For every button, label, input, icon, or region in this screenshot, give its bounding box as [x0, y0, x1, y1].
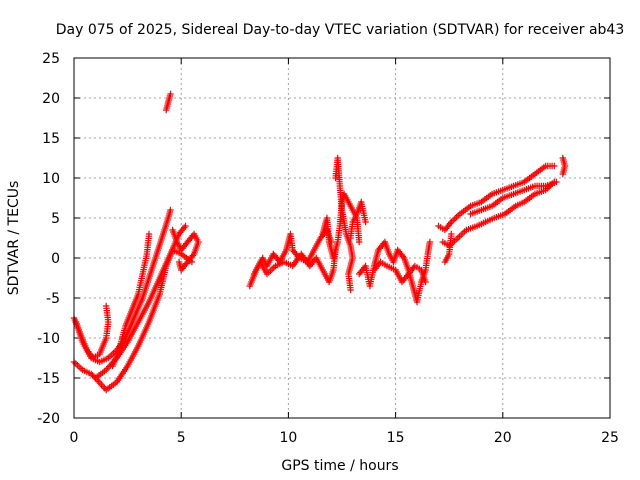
data-point [356, 238, 363, 246]
grid-lines [74, 58, 610, 418]
data-point [347, 286, 354, 294]
y-tick-label: 15 [42, 131, 60, 147]
data-point [167, 90, 174, 98]
data-point [551, 162, 558, 170]
data-point [182, 222, 189, 230]
y-tick-label: -20 [37, 411, 60, 427]
y-tick-label: -10 [37, 331, 60, 347]
y-tick-label: 10 [42, 171, 60, 187]
x-tick-label: 15 [387, 430, 405, 446]
x-tick-labels: 0 5 10 15 20 25 [70, 430, 619, 446]
data-point [553, 178, 560, 186]
y-tick-label: 25 [42, 51, 60, 67]
data-point [167, 206, 174, 214]
data-point [559, 154, 566, 162]
data-point [448, 230, 455, 238]
x-tick-label: 25 [601, 430, 619, 446]
plot-frame [73, 57, 611, 419]
chart-title: Day 075 of 2025, Sidereal Day-to-day VTE… [56, 22, 625, 38]
y-axis-label: SDTVAR / TECUs [6, 181, 22, 296]
x-tick-label: 0 [70, 430, 79, 446]
data-point [422, 278, 429, 286]
x-tick-label: 20 [494, 430, 512, 446]
y-tick-label: -5 [46, 291, 60, 307]
y-tick-label: 5 [51, 211, 60, 227]
data-point [426, 238, 434, 246]
x-tick-label: 5 [177, 430, 186, 446]
data-point [145, 230, 153, 238]
axis-ticks [73, 57, 611, 419]
data-points [70, 90, 569, 394]
y-tick-label: -15 [37, 371, 60, 387]
y-tick-label: 0 [51, 251, 60, 267]
data-point [175, 258, 183, 266]
data-point [362, 218, 369, 226]
data-point [103, 302, 110, 310]
y-tick-label: 20 [42, 91, 60, 107]
x-tick-label: 10 [279, 430, 297, 446]
y-tick-labels: -20 -15 -10 -5 0 5 10 15 20 25 [37, 51, 60, 427]
x-axis-label: GPS time / hours [281, 458, 398, 474]
